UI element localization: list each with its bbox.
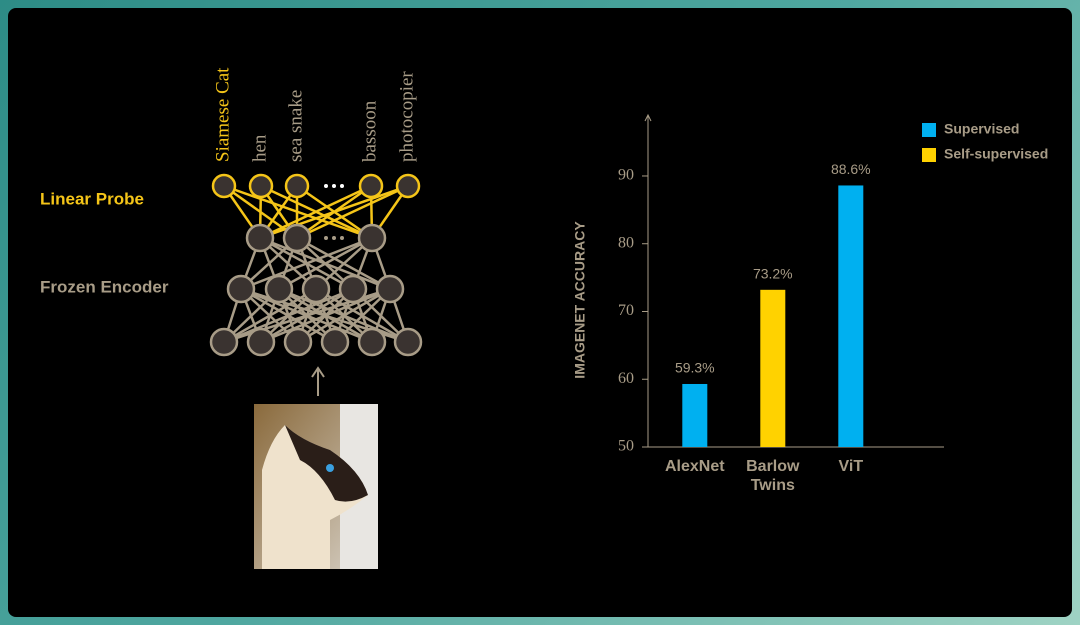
node — [375, 274, 405, 304]
ellipsis-dot — [332, 184, 336, 188]
class-label: photocopier — [396, 71, 417, 162]
node — [246, 327, 276, 357]
network — [209, 173, 423, 357]
edge — [259, 184, 372, 240]
x-tick-label: AlexNet — [665, 458, 725, 475]
legend-swatch — [922, 148, 936, 162]
node — [248, 173, 274, 199]
y-tick-label: 80 — [618, 234, 634, 251]
legend-label: Self-supervised — [944, 146, 1048, 162]
node — [264, 274, 294, 304]
class-label: Siamese Cat — [212, 67, 233, 162]
ellipsis-dot — [340, 184, 344, 188]
ellipsis-dot — [332, 236, 336, 240]
layer-label: Frozen Encoder — [40, 277, 169, 296]
value-label: 88.6% — [831, 161, 871, 177]
edge — [297, 287, 391, 344]
node — [282, 223, 312, 253]
node — [338, 274, 368, 304]
node — [211, 173, 237, 199]
node — [358, 173, 384, 199]
value-label: 73.2% — [753, 266, 793, 282]
x-tick-label: Barlow Twins — [746, 458, 800, 494]
node — [226, 274, 256, 304]
y-axis-arrow — [644, 113, 652, 122]
ellipsis-dot — [324, 184, 328, 188]
layer-label: Linear Probe — [40, 189, 144, 208]
edge — [260, 287, 391, 344]
y-tick-label: 90 — [618, 167, 634, 184]
node — [357, 327, 387, 357]
value-label: 59.3% — [675, 360, 715, 376]
legend-label: Supervised — [944, 121, 1019, 137]
bar — [760, 289, 786, 447]
ellipsis-dot — [340, 236, 344, 240]
bar-chart: IMAGENET ACCURACY 50 60 70 80 90 AlexNet 59.3%… — [572, 113, 1048, 494]
node — [209, 327, 239, 357]
node — [284, 173, 310, 199]
x-tick-label: ViT — [838, 458, 863, 475]
edge — [223, 287, 354, 344]
edge — [296, 184, 409, 240]
edge — [259, 184, 409, 240]
node — [301, 274, 331, 304]
edge — [223, 287, 317, 344]
class-label: hen — [249, 134, 270, 162]
ellipsis-dot — [324, 236, 328, 240]
cat-image — [254, 404, 378, 569]
y-axis-label: IMAGENET ACCURACY — [572, 221, 588, 379]
node — [320, 327, 350, 357]
y-tick-label: 70 — [618, 302, 634, 319]
node — [283, 327, 313, 357]
panel — [8, 8, 1072, 617]
class-label: bassoon — [359, 100, 380, 162]
class-label: sea snake — [285, 90, 306, 162]
bar — [682, 383, 708, 447]
y-tick-label: 60 — [618, 370, 634, 387]
node — [395, 173, 421, 199]
edge — [240, 236, 373, 291]
bar — [838, 185, 864, 447]
node — [357, 223, 387, 253]
node — [393, 327, 423, 357]
y-tick-label: 50 — [618, 438, 634, 455]
arrow-head — [311, 366, 325, 378]
node — [245, 223, 275, 253]
edge — [278, 236, 373, 291]
legend-swatch — [922, 123, 936, 137]
